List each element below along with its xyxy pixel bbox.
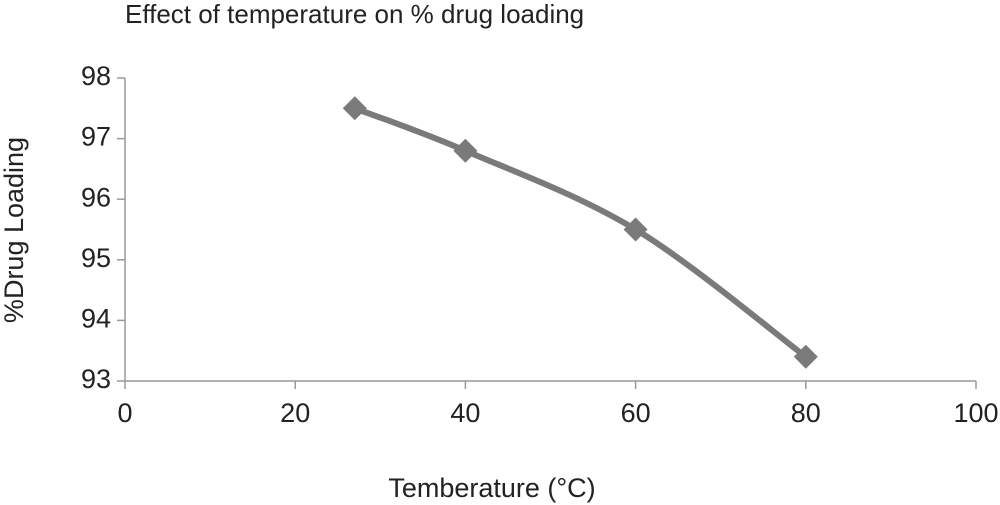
x-tick-label: 80 — [791, 398, 821, 428]
y-axis-label: %Drug Loading — [0, 137, 29, 323]
x-tick-label: 100 — [953, 398, 998, 428]
y-tick-label: 97 — [81, 122, 111, 152]
y-tick-label: 95 — [81, 243, 111, 273]
marker — [623, 217, 648, 242]
x-tick-label: 60 — [621, 398, 651, 428]
chart-title: Effect of temperature on % drug loading — [125, 0, 584, 29]
data-line — [353, 105, 808, 360]
x-tick-label: 40 — [450, 398, 480, 428]
marker — [342, 96, 367, 121]
y-tick-label: 96 — [81, 182, 111, 212]
x-axis-label: Temberature (°C) — [388, 473, 595, 503]
marker — [453, 138, 478, 163]
x-tick-label: 20 — [280, 398, 310, 428]
y-tick-label: 94 — [81, 304, 111, 334]
x-tick-label: 0 — [117, 398, 132, 428]
y-tick-label: 93 — [81, 364, 111, 394]
marker — [793, 344, 818, 369]
y-tick-label: 98 — [81, 61, 111, 91]
